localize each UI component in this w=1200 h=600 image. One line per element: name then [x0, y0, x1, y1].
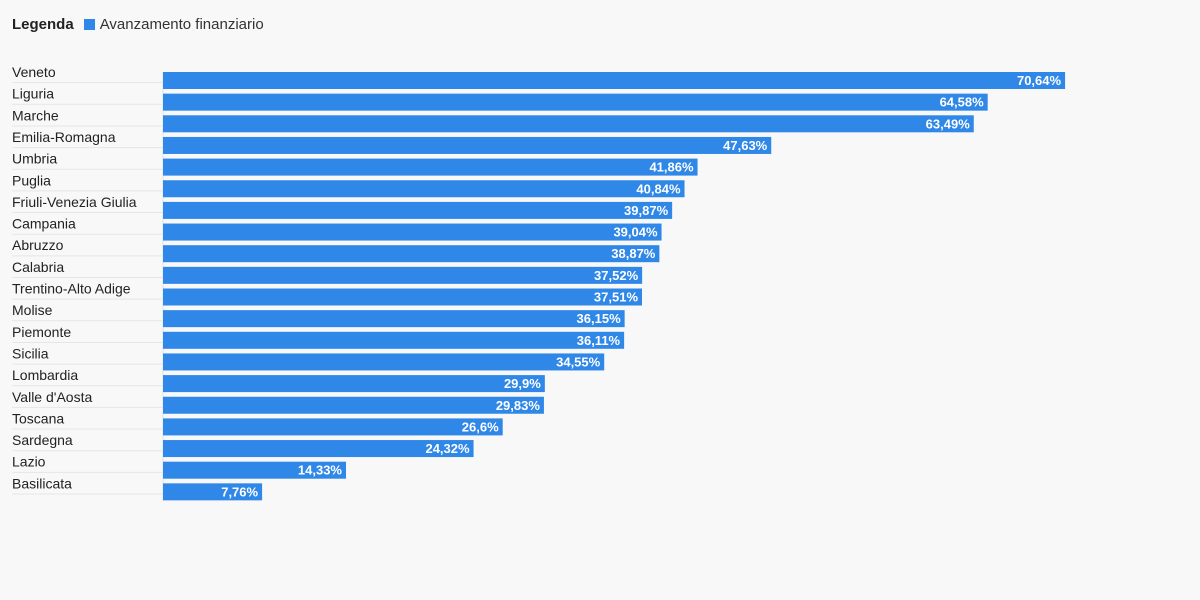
bar[interactable]: [163, 158, 698, 176]
category-label: Lombardia: [12, 367, 78, 383]
value-label: 29,83%: [496, 398, 541, 413]
value-label: 39,87%: [624, 203, 669, 218]
value-label: 36,11%: [577, 333, 621, 348]
bar[interactable]: [163, 375, 545, 393]
value-label: 64,58%: [940, 95, 985, 110]
category-label: Umbria: [12, 151, 57, 167]
value-label: 29,9%: [504, 376, 541, 391]
bar[interactable]: [163, 266, 643, 284]
value-label: 39,04%: [613, 225, 658, 240]
value-label: 36,15%: [577, 311, 622, 326]
bar[interactable]: [163, 353, 605, 371]
bar[interactable]: [163, 396, 544, 414]
category-label: Piemonte: [12, 324, 71, 340]
category-label: Liguria: [12, 86, 54, 102]
category-label: Campania: [12, 216, 76, 232]
legend-title: Legenda: [12, 15, 74, 33]
bar[interactable]: [163, 72, 1066, 89]
value-label: 47,63%: [723, 138, 768, 153]
value-label: 37,51%: [594, 290, 639, 305]
bar[interactable]: [163, 310, 625, 328]
category-label: Trentino-Alto Adige: [12, 281, 131, 297]
value-label: 63,49%: [926, 116, 971, 131]
bar[interactable]: [163, 418, 503, 436]
category-label: Sardegna: [12, 432, 73, 448]
value-label: 37,52%: [594, 268, 639, 283]
category-label: Calabria: [12, 259, 64, 275]
value-label: 26,6%: [462, 419, 499, 434]
category-label: Basilicata: [12, 475, 72, 491]
category-label: Sicilia: [12, 345, 49, 361]
bar[interactable]: [163, 115, 974, 133]
bar[interactable]: [163, 180, 685, 198]
bar[interactable]: [163, 136, 772, 154]
legend-item-avanzamento[interactable]: Avanzamento finanziario: [83, 15, 264, 33]
bar[interactable]: [163, 223, 662, 241]
legend-series-label: Avanzamento finanziario: [99, 15, 264, 33]
category-label: Veneto: [12, 64, 56, 80]
value-label: 24,32%: [425, 441, 470, 456]
legend-swatch: [83, 18, 95, 30]
category-label: Emilia-Romagna: [12, 129, 116, 145]
bar[interactable]: [163, 331, 625, 349]
category-label: Abruzzo: [12, 237, 64, 253]
bar[interactable]: [163, 245, 660, 263]
value-label: 40,84%: [636, 181, 681, 196]
value-label: 14,33%: [298, 463, 343, 478]
bar[interactable]: [163, 93, 988, 111]
bar[interactable]: [163, 201, 673, 219]
value-label: 70,64%: [1017, 73, 1062, 88]
value-label: 41,86%: [649, 160, 694, 175]
category-label: Puglia: [12, 172, 51, 188]
legend: Legenda Avanzamento finanziario: [12, 13, 264, 35]
category-label: Toscana: [12, 410, 64, 426]
value-label: 34,55%: [556, 354, 601, 369]
bar[interactable]: [163, 461, 346, 479]
bar[interactable]: [163, 440, 474, 458]
value-label: 38,87%: [611, 246, 656, 261]
bar[interactable]: [163, 288, 643, 306]
category-label: Molise: [12, 302, 53, 318]
category-label: Lazio: [12, 454, 46, 470]
value-label: 7,76%: [221, 484, 258, 499]
bar[interactable]: [163, 483, 263, 501]
category-label: Marche: [12, 107, 59, 123]
category-label: Valle d'Aosta: [12, 389, 92, 405]
category-label: Friuli-Venezia Giulia: [12, 194, 137, 210]
